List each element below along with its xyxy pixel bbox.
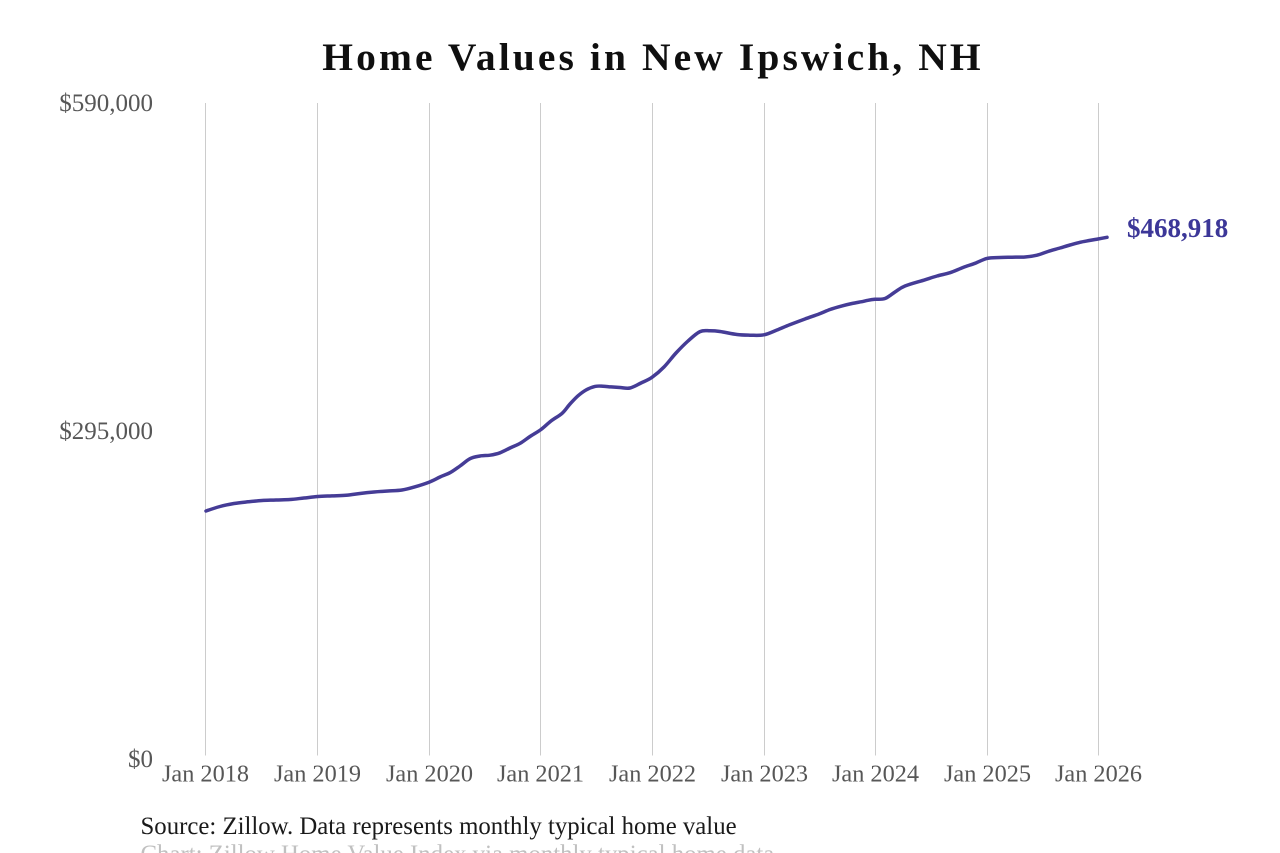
svg-text:Jan 2018: Jan 2018 — [162, 761, 249, 788]
svg-text:Jan 2021: Jan 2021 — [497, 761, 584, 788]
svg-text:Jan 2022: Jan 2022 — [609, 761, 696, 788]
svg-text:Jan 2024: Jan 2024 — [832, 761, 919, 788]
svg-text:Jan 2023: Jan 2023 — [721, 761, 808, 788]
svg-text:Jan 2026: Jan 2026 — [1055, 761, 1142, 788]
svg-text:$468,918: $468,918 — [1127, 213, 1228, 243]
svg-text:$590,000: $590,000 — [59, 90, 153, 117]
svg-text:$0: $0 — [128, 746, 153, 773]
svg-text:Source: Zillow. Data represent: Source: Zillow. Data represents monthly … — [141, 813, 737, 840]
svg-text:Jan 2020: Jan 2020 — [386, 761, 473, 788]
svg-text:$295,000: $295,000 — [59, 418, 153, 445]
svg-text:Chart: Zillow Home Value Index: Chart: Zillow Home Value Index via month… — [141, 841, 775, 853]
svg-text:Jan 2019: Jan 2019 — [274, 761, 361, 788]
svg-text:Jan 2025: Jan 2025 — [944, 761, 1031, 788]
svg-text:Home Values in New Ipswich, NH: Home Values in New Ipswich, NH — [322, 35, 983, 79]
